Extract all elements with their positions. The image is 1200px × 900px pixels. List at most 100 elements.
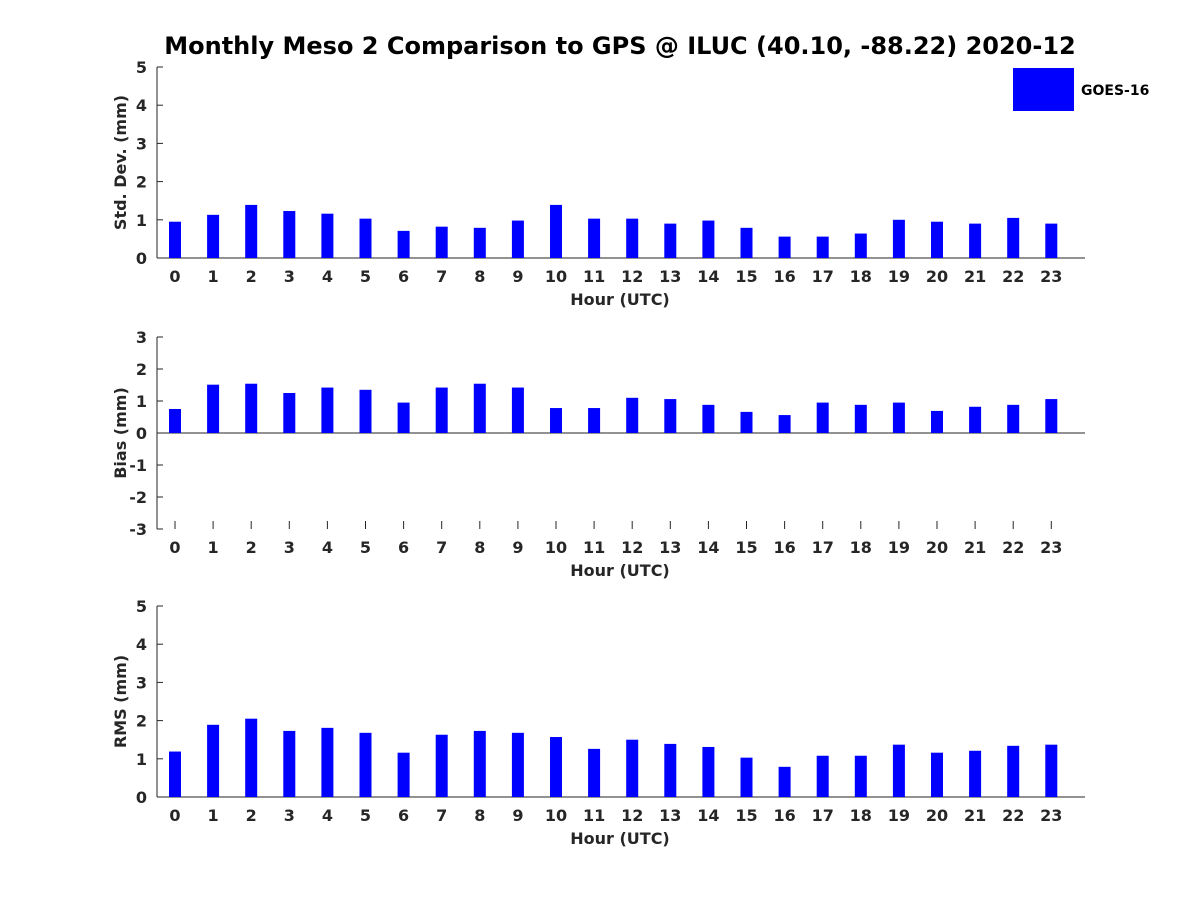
x-tick-label: 18 xyxy=(850,267,872,286)
x-tick-label: 21 xyxy=(964,806,986,825)
bar-hour-15 xyxy=(740,411,753,433)
bar-hour-5 xyxy=(359,389,372,433)
x-tick-label: 23 xyxy=(1040,538,1062,557)
x-tick-label: 1 xyxy=(208,267,219,286)
x-axis-label: Hour (UTC) xyxy=(570,829,670,848)
x-tick-label: 4 xyxy=(322,806,333,825)
bar-hour-20 xyxy=(931,221,943,258)
x-tick-label: 11 xyxy=(583,538,605,557)
x-tick-label: 5 xyxy=(360,538,371,557)
bar-hour-22 xyxy=(1007,404,1020,433)
bar-hour-13 xyxy=(664,223,677,258)
bar-hour-19 xyxy=(892,744,905,797)
x-tick-label: 10 xyxy=(545,267,567,286)
x-axis-label: Hour (UTC) xyxy=(570,290,670,309)
y-tick-label: 1 xyxy=(136,392,147,411)
bar-hour-22 xyxy=(1007,745,1020,797)
bar-hour-18 xyxy=(854,755,867,797)
x-tick-label: 13 xyxy=(659,267,681,286)
y-tick-label: 5 xyxy=(136,58,147,77)
y-axis-label: RMS (mm) xyxy=(111,655,130,748)
x-tick-label: 21 xyxy=(964,538,986,557)
y-axis-label: Bias (mm) xyxy=(111,387,130,479)
x-tick-label: 12 xyxy=(621,806,643,825)
x-tick-label: 11 xyxy=(583,806,605,825)
x-tick-label: 1 xyxy=(208,806,219,825)
x-tick-label: 20 xyxy=(926,538,948,557)
bar-hour-9 xyxy=(511,387,524,433)
x-tick-label: 12 xyxy=(621,538,643,557)
x-tick-label: 22 xyxy=(1002,806,1024,825)
x-tick-label: 20 xyxy=(926,267,948,286)
x-tick-label: 11 xyxy=(583,267,605,286)
bar-hour-1 xyxy=(207,214,220,258)
bar-hour-16 xyxy=(778,766,791,797)
y-tick-label: 2 xyxy=(136,360,147,379)
y-tick-label: 4 xyxy=(136,635,147,654)
bar-hour-23 xyxy=(1045,223,1058,258)
x-tick-label: 15 xyxy=(735,538,757,557)
x-tick-label: 23 xyxy=(1040,267,1062,286)
bar-hour-23 xyxy=(1045,399,1058,433)
bar-hour-13 xyxy=(664,399,677,433)
y-tick-label: 0 xyxy=(136,788,147,807)
x-tick-label: 6 xyxy=(398,806,409,825)
bar-hour-6 xyxy=(397,230,410,258)
x-tick-label: 0 xyxy=(169,538,180,557)
x-tick-label: 16 xyxy=(773,538,795,557)
legend-label: GOES-16 xyxy=(1081,83,1149,99)
bar-hour-16 xyxy=(778,236,791,258)
y-tick-label: 3 xyxy=(136,134,147,153)
bar-hour-18 xyxy=(854,404,867,433)
bar-hour-5 xyxy=(359,218,372,258)
x-tick-label: 12 xyxy=(621,267,643,286)
x-tick-label: 2 xyxy=(246,267,257,286)
y-tick-label: 0 xyxy=(136,424,147,443)
bar-hour-20 xyxy=(931,752,943,797)
x-tick-label: 17 xyxy=(812,267,834,286)
x-tick-label: 8 xyxy=(474,806,485,825)
y-tick-label: 1 xyxy=(136,211,147,230)
y-tick-label: -1 xyxy=(129,456,147,475)
bar-hour-10 xyxy=(550,737,562,797)
x-tick-label: 4 xyxy=(322,538,333,557)
bar-hour-4 xyxy=(321,727,334,797)
bar-hour-9 xyxy=(511,732,524,797)
bar-hour-6 xyxy=(397,752,410,797)
y-tick-label: -3 xyxy=(129,520,147,539)
bar-hour-9 xyxy=(511,220,524,258)
y-tick-label: 4 xyxy=(136,96,147,115)
x-tick-label: 10 xyxy=(545,538,567,557)
y-tick-label: -2 xyxy=(129,488,147,507)
x-tick-label: 14 xyxy=(697,267,719,286)
x-tick-label: 18 xyxy=(850,538,872,557)
bar-hour-21 xyxy=(969,223,982,258)
bar-hour-22 xyxy=(1007,217,1020,258)
x-tick-label: 10 xyxy=(545,806,567,825)
bar-hour-15 xyxy=(740,227,753,258)
bar-hour-0 xyxy=(169,221,181,258)
bar-hour-0 xyxy=(169,409,181,433)
x-tick-label: 0 xyxy=(169,267,180,286)
bar-hour-11 xyxy=(588,408,601,433)
x-tick-label: 9 xyxy=(512,267,523,286)
x-tick-label: 6 xyxy=(398,267,409,286)
bar-hour-19 xyxy=(892,402,905,433)
x-tick-label: 21 xyxy=(964,267,986,286)
bar-hour-3 xyxy=(283,393,296,433)
bar-hour-21 xyxy=(969,406,982,433)
x-tick-label: 9 xyxy=(512,538,523,557)
x-tick-label: 5 xyxy=(360,806,371,825)
x-tick-label: 3 xyxy=(284,267,295,286)
x-tick-label: 14 xyxy=(697,538,719,557)
bar-hour-17 xyxy=(816,755,829,797)
bar-hour-7 xyxy=(435,387,448,433)
bar-hour-5 xyxy=(359,732,372,797)
x-axis-label: Hour (UTC) xyxy=(570,561,670,580)
y-axis-label: Std. Dev. (mm) xyxy=(111,95,130,230)
x-tick-label: 7 xyxy=(436,806,447,825)
bar-hour-4 xyxy=(321,213,334,258)
x-tick-label: 19 xyxy=(888,806,910,825)
